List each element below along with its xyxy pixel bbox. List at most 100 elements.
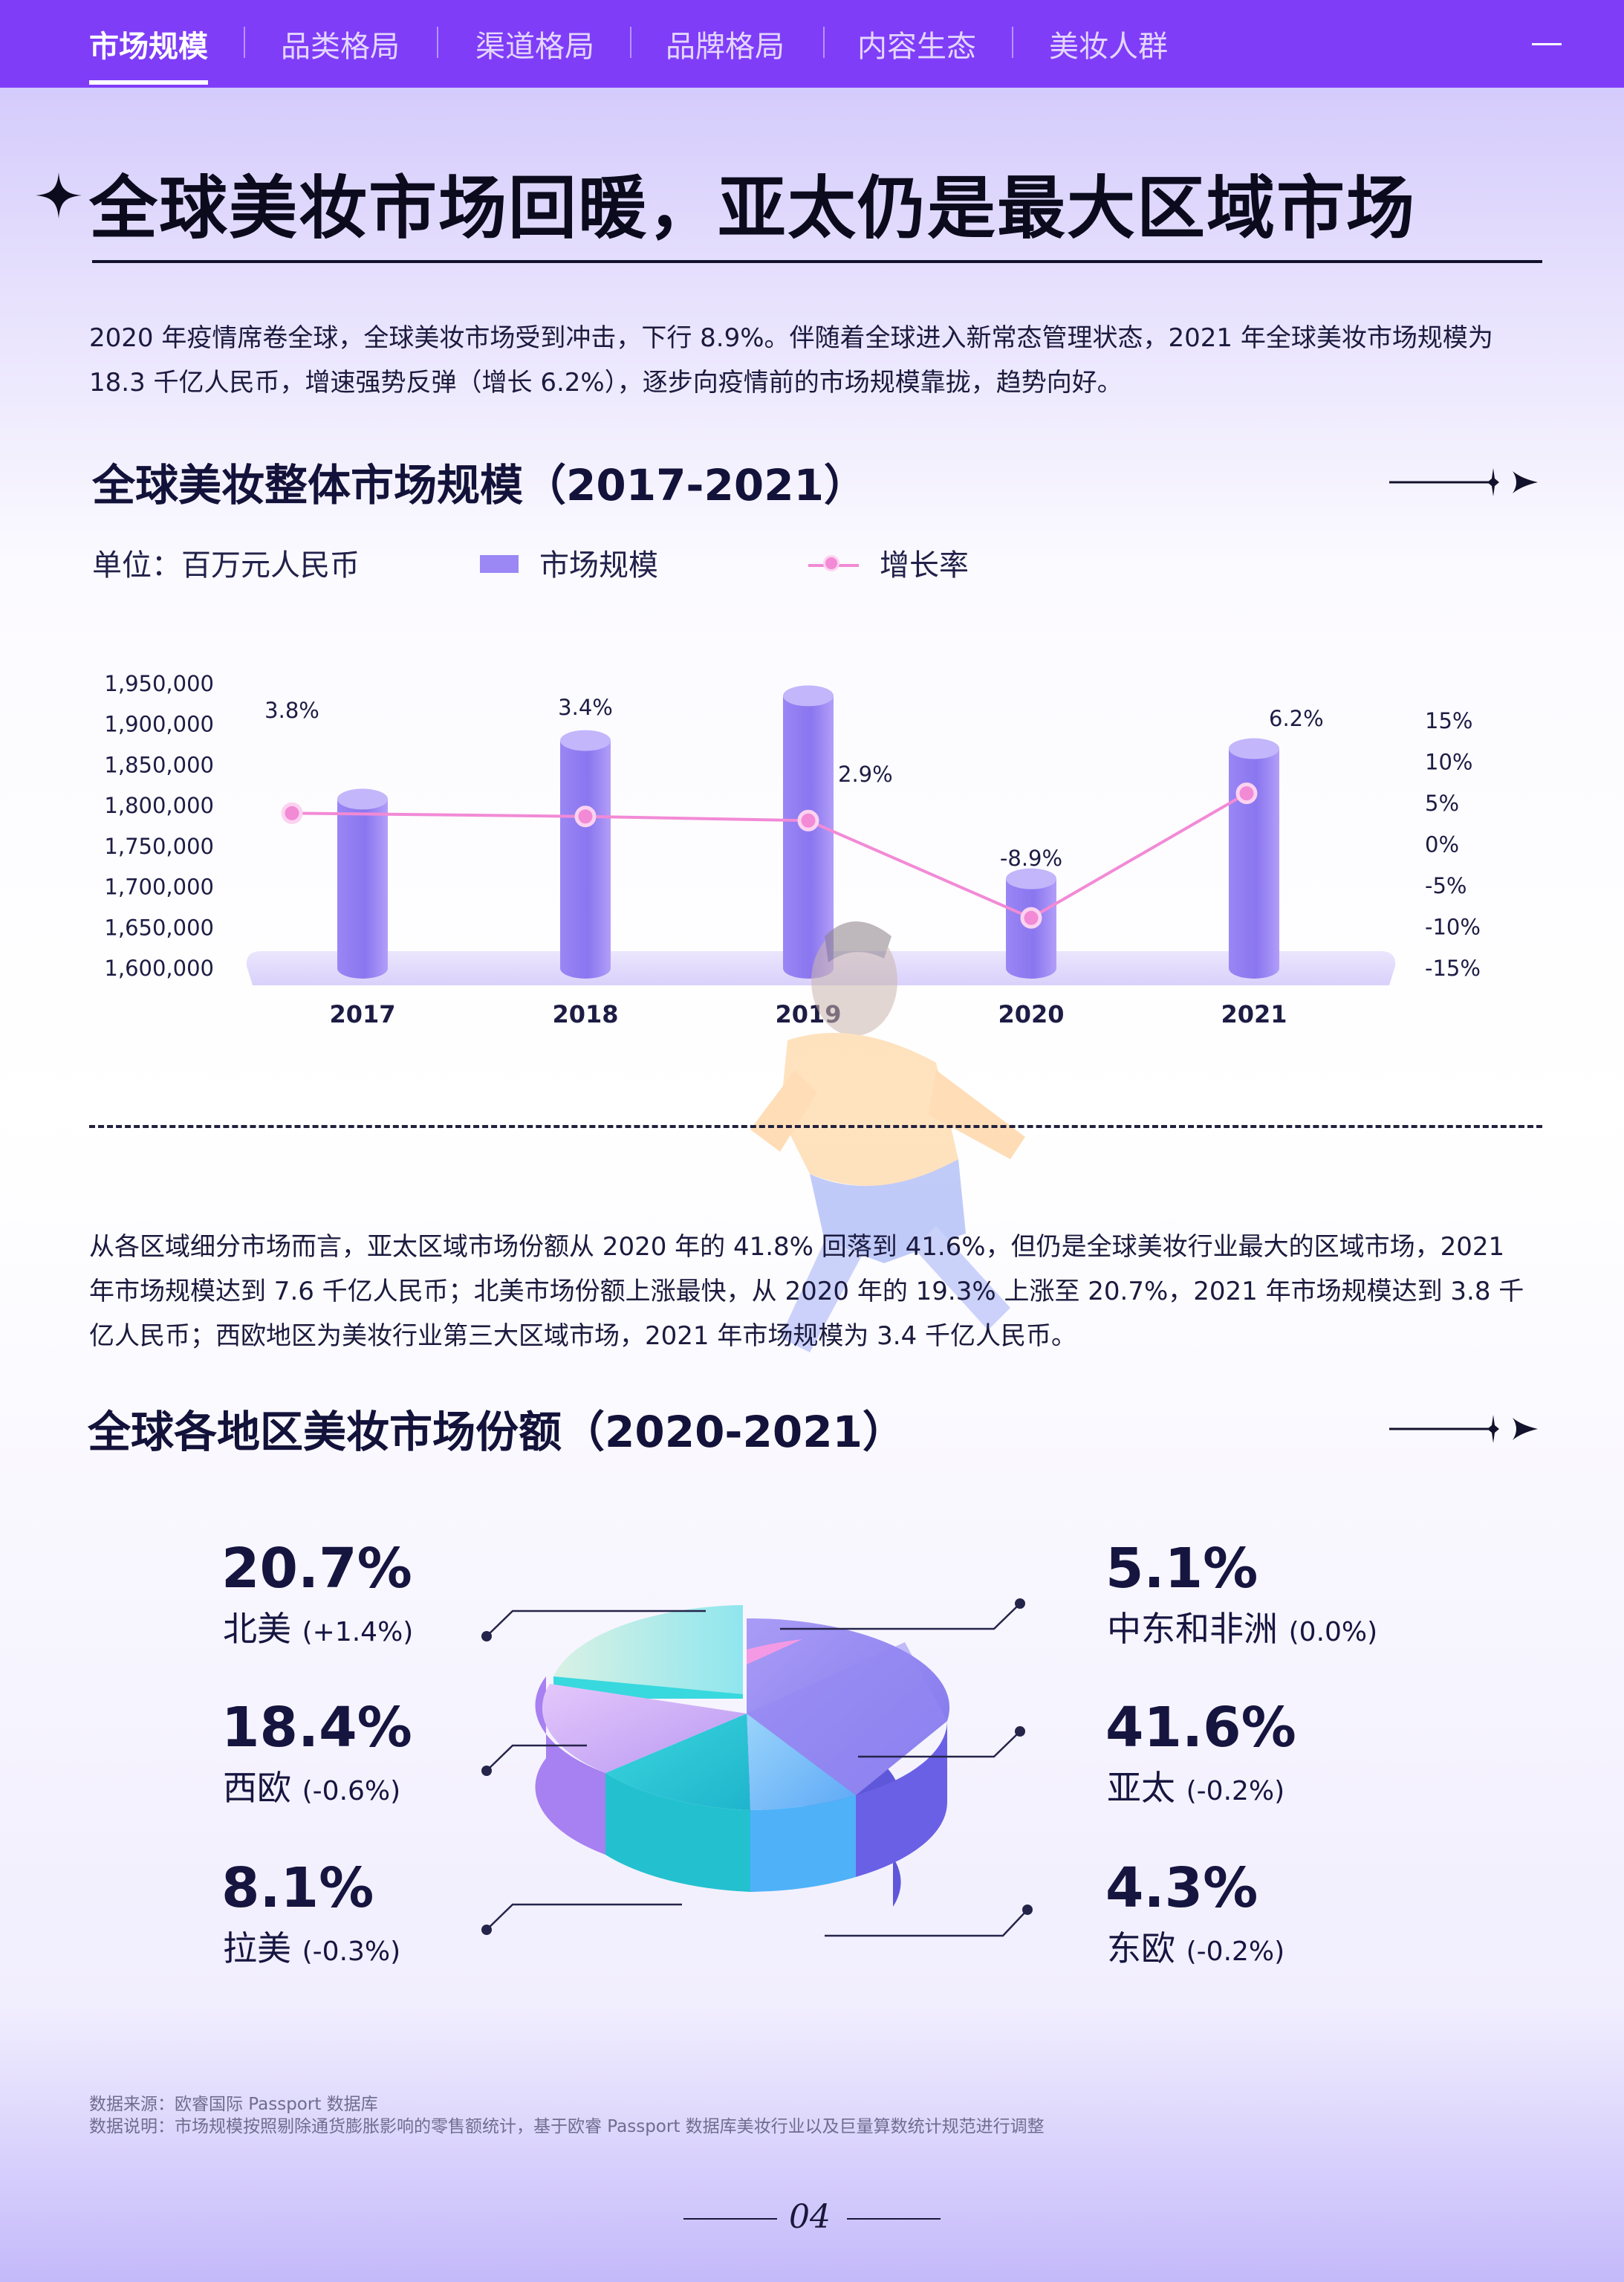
region-asia-pacific: 亚太 (-0.2%)	[1107, 1761, 1284, 1810]
growth-point	[574, 805, 597, 828]
region-name: 中东和非洲	[1107, 1609, 1278, 1649]
market-size-chart: 3.8% 3.4% 2.9% -8.9% 6.2% 1,600,000 1,650,000…	[104, 671, 1481, 1028]
page-number: 04	[789, 2198, 831, 2236]
region-change: (-0.6%)	[302, 1776, 401, 1806]
growth-point	[1235, 782, 1258, 805]
nav-divider	[244, 27, 245, 58]
unit-label: 单位：百万元人民币	[92, 548, 360, 583]
y2-tick-label: 0%	[1425, 832, 1459, 858]
growth-point	[1020, 907, 1042, 929]
region-paragraph: 从各区域细分市场而言，亚太区域市场份额从 2020 年的 41.8% 回落到 4…	[89, 1225, 1538, 1358]
tab-brand[interactable]: 品牌格局	[666, 0, 785, 88]
pie-slice-latin-america	[605, 1714, 750, 1810]
tab-audience[interactable]: 美妆人群	[1049, 0, 1168, 88]
pie-slice-middle-east-africa	[747, 1639, 802, 1665]
menu-icon[interactable]	[1532, 43, 1562, 45]
bar-cap	[1006, 868, 1056, 889]
x-tick-label: 2020	[998, 1000, 1064, 1028]
bar-cap	[1229, 738, 1279, 759]
tab-market-size[interactable]: 市场规模	[89, 0, 208, 88]
pct-asia-pacific: 41.6%	[1105, 1696, 1296, 1760]
intro-paragraph: 2020 年疫情席卷全球，全球美妆市场受到冲击，下行 8.9%。伴随着全球进入新…	[89, 316, 1538, 405]
bar-2017	[337, 799, 388, 979]
data-note: 数据说明：市场规模按照剔除通货膨胀影响的零售额统计，基于欧睿 Passport …	[89, 2117, 1045, 2136]
region-eastern-europe: 东欧 (-0.2%)	[1107, 1922, 1284, 1971]
runner-illustration	[750, 921, 1025, 1352]
y-tick-label: 1,850,000	[104, 752, 214, 777]
y2-tick-label: -15%	[1425, 956, 1481, 981]
region-name: 西欧	[223, 1768, 291, 1808]
y2-tick-label: 10%	[1425, 750, 1472, 775]
region-name: 东欧	[1107, 1928, 1175, 1968]
title-divider	[92, 260, 1542, 263]
pct-western-europe: 18.4%	[221, 1696, 412, 1760]
x-tick-label: 2017	[329, 1000, 395, 1028]
pct-north-america: 20.7%	[221, 1537, 412, 1601]
arrow-decoration-icon	[1389, 468, 1538, 496]
growth-point	[281, 802, 303, 824]
y2-tick-label: 15%	[1425, 708, 1472, 733]
legend-dot-swatch	[823, 555, 839, 571]
pie-slice-north-america	[553, 1605, 743, 1694]
growth-label: 6.2%	[1269, 706, 1324, 731]
region-line: 年市场规模达到 7.6 千亿人民币；北美市场份额上涨最快，从 2020 年的 1…	[89, 1277, 1524, 1306]
active-tab-indicator	[89, 80, 208, 85]
page-number-rule-right	[847, 2218, 941, 2220]
page-number-rule-left	[683, 2218, 777, 2220]
y2-tick-label: 5%	[1425, 791, 1459, 816]
region-change: (+1.4%)	[302, 1617, 414, 1647]
arrow-decoration-icon	[1389, 1415, 1538, 1443]
region-latin-america: 拉美 (-0.3%)	[223, 1922, 400, 1971]
pie-side-eastern-europe	[750, 1795, 856, 1892]
tab-category[interactable]: 品类格局	[281, 0, 400, 88]
bar-cap	[783, 685, 834, 707]
growth-label: 3.8%	[264, 698, 319, 723]
region-change: (-0.2%)	[1186, 1936, 1285, 1967]
tab-label: 内容生态	[857, 30, 976, 64]
bar-cap	[560, 730, 611, 751]
region-name: 亚太	[1107, 1768, 1175, 1808]
data-source: 数据来源：欧睿国际 Passport 数据库	[89, 2095, 378, 2114]
y-tick-label: 1,650,000	[104, 915, 214, 940]
region-north-america: 北美 (+1.4%)	[223, 1602, 413, 1651]
intro-line: 18.3 千亿人民币，增速强势反弹（增长 6.2%），逐步向疫情前的市场规模靠拢…	[89, 368, 1123, 398]
pct-eastern-europe: 4.3%	[1105, 1856, 1258, 1920]
growth-label: 2.9%	[838, 762, 893, 787]
bar-2020	[1006, 878, 1056, 979]
tab-label: 品牌格局	[666, 30, 785, 64]
tab-content[interactable]: 内容生态	[857, 0, 976, 88]
bar-2019	[783, 696, 834, 979]
growth-label: -8.9%	[1000, 846, 1062, 871]
y-tick-label: 1,950,000	[104, 671, 214, 696]
y2-tick-label: -5%	[1425, 873, 1467, 898]
growth-point	[797, 809, 819, 832]
nav-divider	[437, 27, 438, 58]
nav-divider	[823, 27, 825, 58]
bar-chart-title: 全球美妆整体市场规模（2017-2021）	[92, 460, 867, 510]
y-tick-label: 1,700,000	[104, 875, 214, 900]
pie-slice-eastern-europe	[747, 1714, 856, 1810]
nav-divider	[630, 27, 631, 58]
y-tick-label: 1,800,000	[104, 793, 214, 818]
bar-2018	[560, 740, 611, 979]
region-name: 北美	[223, 1609, 291, 1649]
pie-side-latin-america	[605, 1773, 750, 1892]
pie-leader-dots	[481, 1598, 1033, 1935]
y2-tick-label: -10%	[1425, 915, 1481, 940]
nav-divider	[1012, 27, 1013, 58]
pct-middle-east-africa: 5.1%	[1105, 1537, 1258, 1601]
page-title: 全球美妆市场回暖，亚太仍是最大区域市场	[89, 169, 1417, 248]
tab-label: 美妆人群	[1049, 30, 1168, 64]
tab-channel[interactable]: 渠道格局	[475, 0, 594, 88]
region-change: (-0.3%)	[302, 1936, 401, 1967]
region-change: (-0.2%)	[1186, 1776, 1285, 1806]
pie-leader-lines	[486, 1603, 1028, 1937]
section-divider	[89, 1125, 1542, 1128]
bar-cap	[337, 788, 388, 810]
y-tick-label: 1,600,000	[104, 956, 214, 981]
pct-latin-america: 8.1%	[221, 1856, 374, 1920]
legend-market-size: 市场规模	[539, 548, 658, 583]
region-share-pie	[481, 1598, 1033, 1937]
pie-slice-western-europe	[542, 1684, 747, 1773]
region-name: 拉美	[223, 1928, 291, 1968]
